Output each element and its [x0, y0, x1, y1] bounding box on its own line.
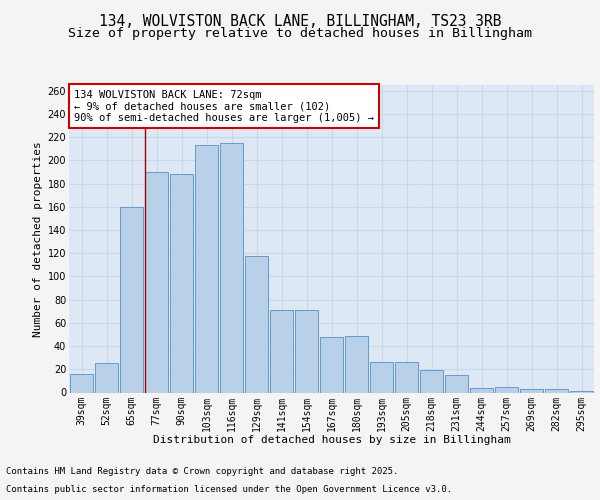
Bar	[170, 174, 193, 392]
Bar	[295, 310, 318, 392]
Bar	[495, 386, 518, 392]
Bar	[395, 362, 418, 392]
Bar	[470, 388, 493, 392]
Text: Contains HM Land Registry data © Crown copyright and database right 2025.: Contains HM Land Registry data © Crown c…	[6, 467, 398, 476]
Bar	[245, 256, 268, 392]
Bar	[445, 375, 468, 392]
Bar	[420, 370, 443, 392]
Text: Contains public sector information licensed under the Open Government Licence v3: Contains public sector information licen…	[6, 485, 452, 494]
Bar	[320, 337, 343, 392]
Bar	[120, 207, 143, 392]
X-axis label: Distribution of detached houses by size in Billingham: Distribution of detached houses by size …	[152, 434, 511, 444]
Bar	[70, 374, 93, 392]
Bar	[520, 389, 543, 392]
Text: 134 WOLVISTON BACK LANE: 72sqm
← 9% of detached houses are smaller (102)
90% of : 134 WOLVISTON BACK LANE: 72sqm ← 9% of d…	[74, 90, 374, 123]
Y-axis label: Number of detached properties: Number of detached properties	[34, 141, 43, 336]
Bar	[95, 364, 118, 392]
Bar	[270, 310, 293, 392]
Bar	[345, 336, 368, 392]
Bar	[370, 362, 393, 392]
Bar	[545, 389, 568, 392]
Bar	[220, 143, 243, 392]
Text: Size of property relative to detached houses in Billingham: Size of property relative to detached ho…	[68, 28, 532, 40]
Bar	[195, 146, 218, 392]
Text: 134, WOLVISTON BACK LANE, BILLINGHAM, TS23 3RB: 134, WOLVISTON BACK LANE, BILLINGHAM, TS…	[99, 14, 501, 29]
Bar	[145, 172, 168, 392]
